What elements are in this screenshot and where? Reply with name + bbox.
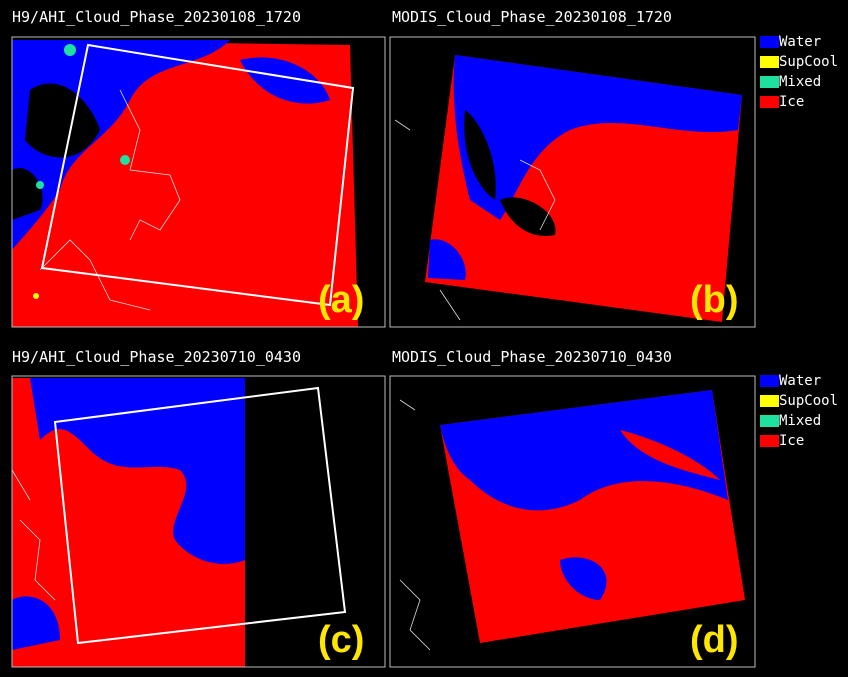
legend-label: Water <box>779 34 821 50</box>
panel-label: (a) <box>318 279 364 321</box>
panel-title: MODIS_Cloud_Phase_20230108_1720 <box>392 8 672 26</box>
legend-label: SupCool <box>779 54 838 70</box>
panel-label: (b) <box>690 279 739 321</box>
legend-label: Mixed <box>779 74 821 90</box>
panel-title: H9/AHI_Cloud_Phase_20230710_0430 <box>12 348 301 366</box>
legend-swatch <box>760 36 779 48</box>
legend-label: Ice <box>779 94 804 110</box>
legend-swatch <box>760 395 779 407</box>
legend-swatch <box>760 435 779 447</box>
panel-title: H9/AHI_Cloud_Phase_20230108_1720 <box>12 8 301 26</box>
legend-swatch <box>760 375 779 387</box>
legend-swatch <box>760 96 779 108</box>
panel-label: (c) <box>318 619 364 661</box>
legend-label: SupCool <box>779 393 838 409</box>
legend-swatch <box>760 56 779 68</box>
legend-swatch <box>760 415 779 427</box>
figure: H9/AHI_Cloud_Phase_20230108_1720 MODIS_C… <box>0 0 848 677</box>
legend-label: Mixed <box>779 413 821 429</box>
panel-title: MODIS_Cloud_Phase_20230710_0430 <box>392 348 672 366</box>
legend-swatch <box>760 76 779 88</box>
legend-label: Water <box>779 373 821 389</box>
legend-label: Ice <box>779 433 804 449</box>
panel-label: (d) <box>690 619 739 661</box>
